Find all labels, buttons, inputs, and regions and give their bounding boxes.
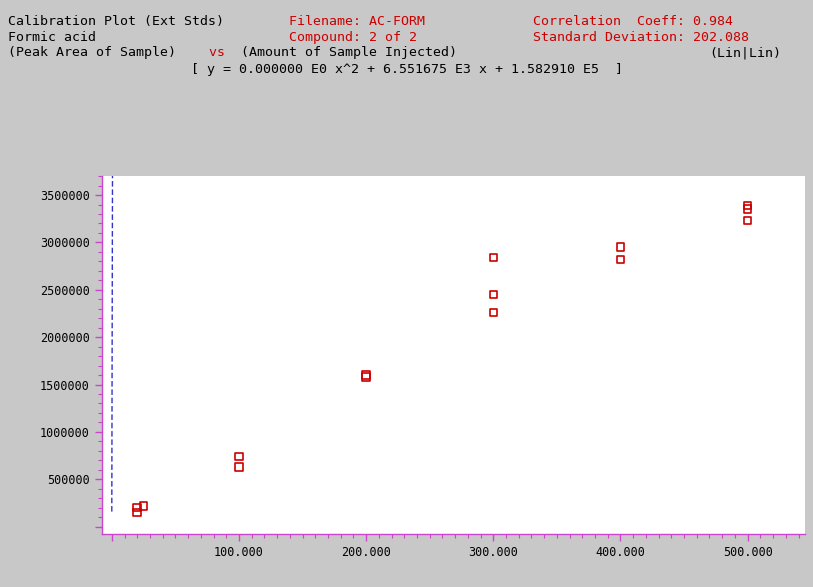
Point	[233, 452, 246, 461]
Point	[614, 242, 627, 252]
Point	[487, 290, 500, 299]
Point	[741, 204, 754, 214]
Point	[741, 201, 754, 210]
Text: Compound: 2 of 2: Compound: 2 of 2	[289, 31, 416, 43]
Text: (Amount of Sample Injected): (Amount of Sample Injected)	[241, 46, 457, 59]
Text: vs: vs	[201, 46, 233, 59]
Text: Correlation  Coeff: 0.984: Correlation Coeff: 0.984	[533, 15, 733, 28]
Point	[131, 508, 144, 517]
Text: (Peak Area of Sample): (Peak Area of Sample)	[8, 46, 176, 59]
Text: Filename: AC-FORM: Filename: AC-FORM	[289, 15, 424, 28]
Text: Formic acid: Formic acid	[8, 31, 96, 43]
Point	[137, 501, 150, 511]
Point	[614, 255, 627, 264]
Text: Calibration Plot (Ext Stds): Calibration Plot (Ext Stds)	[8, 15, 224, 28]
Point	[741, 216, 754, 225]
Point	[359, 372, 372, 382]
Point	[487, 253, 500, 262]
Point	[131, 503, 144, 512]
Point	[233, 462, 246, 471]
Point	[359, 370, 372, 380]
Text: [ y = 0.000000 E0 x^2 + 6.551675 E3 x + 1.582910 E5  ]: [ y = 0.000000 E0 x^2 + 6.551675 E3 x + …	[190, 63, 623, 76]
Point	[487, 308, 500, 317]
Text: Standard Deviation: 202.088: Standard Deviation: 202.088	[533, 31, 749, 43]
Text: (Lin|Lin): (Lin|Lin)	[709, 46, 781, 59]
